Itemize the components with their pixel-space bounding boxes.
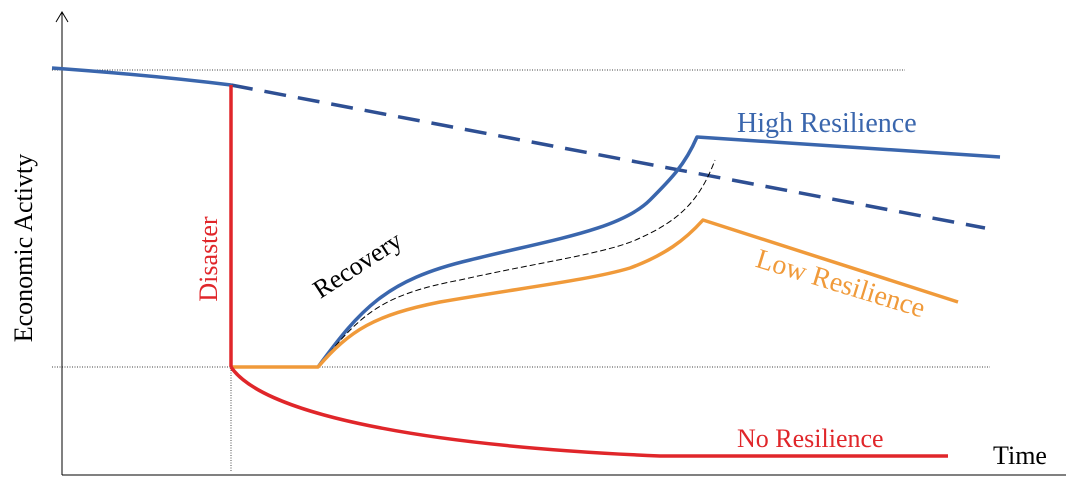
x-axis-label: Time [993, 441, 1047, 470]
pre-disaster-trend-line [52, 68, 231, 85]
recovery-label: Recovery [308, 226, 407, 305]
baseline-trend-dashed-line [231, 85, 985, 228]
y-axis-label: Economic Activty [9, 154, 38, 342]
disaster-label: Disaster [194, 216, 223, 302]
high-resilience-label: High Resilience [737, 108, 917, 139]
no-resilience-label: No Resilience [737, 424, 884, 453]
high-resilience-line [318, 137, 1000, 367]
